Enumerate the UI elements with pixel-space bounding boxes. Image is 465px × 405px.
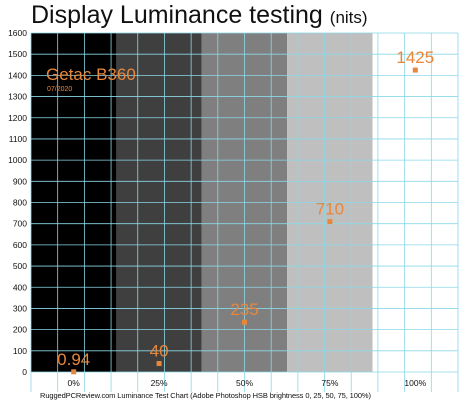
data-point [412, 67, 418, 73]
chart-title: Display Luminance testing (nits) [31, 0, 368, 33]
y-tick-label: 1200 [8, 113, 27, 123]
y-tick-label: 1100 [9, 134, 28, 144]
y-tick-label: 100 [13, 346, 27, 356]
data-point [242, 319, 247, 325]
y-tick-label: 200 [13, 325, 27, 335]
y-tick-label: 1400 [8, 70, 27, 80]
x-tick-label: 25% [151, 378, 168, 388]
chart-title-text: Display Luminance testing [31, 1, 323, 29]
x-tick-label: 75% [321, 378, 338, 388]
chart-footer-note: RuggedPCReview.com Luminance Test Chart … [40, 391, 371, 400]
data-point [156, 361, 162, 367]
data-label: 1425 [396, 48, 434, 67]
y-tick-label: 1300 [8, 92, 27, 102]
data-point [327, 219, 333, 225]
y-tick-label: 700 [13, 219, 27, 229]
y-tick-label: 400 [13, 282, 27, 292]
device-date-label: 07/2020 [47, 86, 72, 93]
data-label: 40 [150, 342, 169, 361]
chart-title-unit: (nits) [329, 8, 368, 27]
y-tick-label: 1000 [8, 155, 27, 165]
y-tick-label: 0 [22, 367, 27, 377]
x-tick-label: 100% [404, 378, 426, 388]
data-label: 0.94 [57, 350, 90, 369]
device-name-label: Getac B360 [46, 65, 136, 84]
y-tick-label: 300 [13, 303, 27, 313]
x-tick-label: 0% [68, 378, 81, 388]
y-tick-label: 800 [13, 198, 27, 208]
data-label: 710 [316, 200, 344, 219]
y-tick-label: 600 [13, 240, 27, 250]
y-tick-label: 1600 [8, 28, 27, 38]
data-label: 235 [230, 300, 258, 319]
y-tick-label: 500 [13, 261, 27, 271]
y-tick-label: 1500 [8, 49, 27, 59]
data-point [71, 369, 77, 375]
y-tick-label: 900 [13, 176, 27, 186]
x-tick-label: 50% [236, 378, 253, 388]
